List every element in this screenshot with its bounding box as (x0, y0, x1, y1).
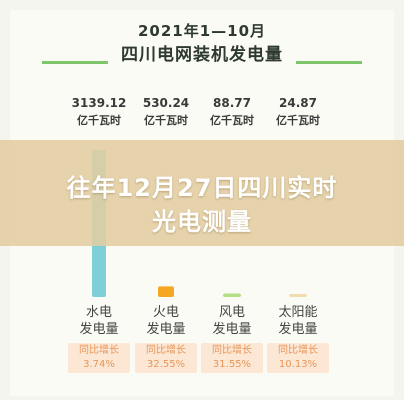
category-label: 发电量 (278, 322, 318, 337)
growth-value: 3.74% (83, 359, 115, 370)
stat-thermal: 530.24 亿千瓦时 (126, 96, 206, 128)
unit-label: 亿千瓦时 (77, 114, 121, 127)
bar-2 (223, 293, 241, 297)
growth-label: 同比增长 (79, 345, 119, 356)
growth-badge-solar: 同比增长 10.13% (267, 343, 329, 373)
category-label: 太阳能 (278, 305, 318, 320)
growth-badge-thermal: 同比增长 32.55% (135, 343, 197, 373)
growth-value: 10.13% (278, 359, 318, 370)
headline-line2: 光电测量 (152, 208, 252, 236)
category-thermal: 火电 发电量 (126, 304, 206, 338)
bar-3 (289, 294, 307, 297)
growth-label: 同比增长 (212, 345, 252, 356)
stat-wind: 88.77 亿千瓦时 (192, 96, 272, 128)
growth-badge-hydro: 同比增长 3.74% (68, 343, 130, 373)
headline-banner (0, 140, 404, 246)
title-right-line (296, 61, 362, 64)
headline-line1: 往年12月27日四川实时 (66, 174, 338, 202)
unit-label: 亿千瓦时 (276, 114, 320, 127)
category-wind: 风电 发电量 (192, 304, 272, 338)
growth-label: 同比增长 (278, 345, 318, 356)
category-label: 发电量 (79, 322, 119, 337)
chart-title: 四川电网装机发电量 (121, 45, 283, 65)
growth-value: 31.55% (212, 359, 252, 370)
growth-value: 32.55% (146, 359, 186, 370)
category-solar: 太阳能 发电量 (258, 304, 338, 338)
stat-solar: 24.87 亿千瓦时 (258, 96, 338, 128)
category-label: 火电 (152, 305, 179, 320)
bar-1 (158, 286, 174, 297)
category-label: 发电量 (146, 322, 186, 337)
category-label: 风电 (218, 305, 245, 320)
category-hydro: 水电 发电量 (59, 304, 139, 338)
data-label: 530.24 (142, 96, 190, 110)
data-label: 24.87 (279, 96, 317, 110)
unit-label: 亿千瓦时 (210, 114, 254, 127)
data-label: 3139.12 (71, 96, 127, 110)
title-left-line (42, 61, 108, 64)
category-label: 水电 (85, 305, 112, 320)
category-label: 发电量 (212, 322, 252, 337)
stat-hydro: 3139.12 亿千瓦时 (59, 96, 139, 128)
growth-badge-wind: 同比增长 31.55% (201, 343, 263, 373)
unit-label: 亿千瓦时 (144, 114, 188, 127)
growth-label: 同比增长 (146, 345, 186, 356)
chart-title-period: 2021年1—10月 (137, 22, 267, 40)
data-label: 88.77 (213, 96, 251, 110)
